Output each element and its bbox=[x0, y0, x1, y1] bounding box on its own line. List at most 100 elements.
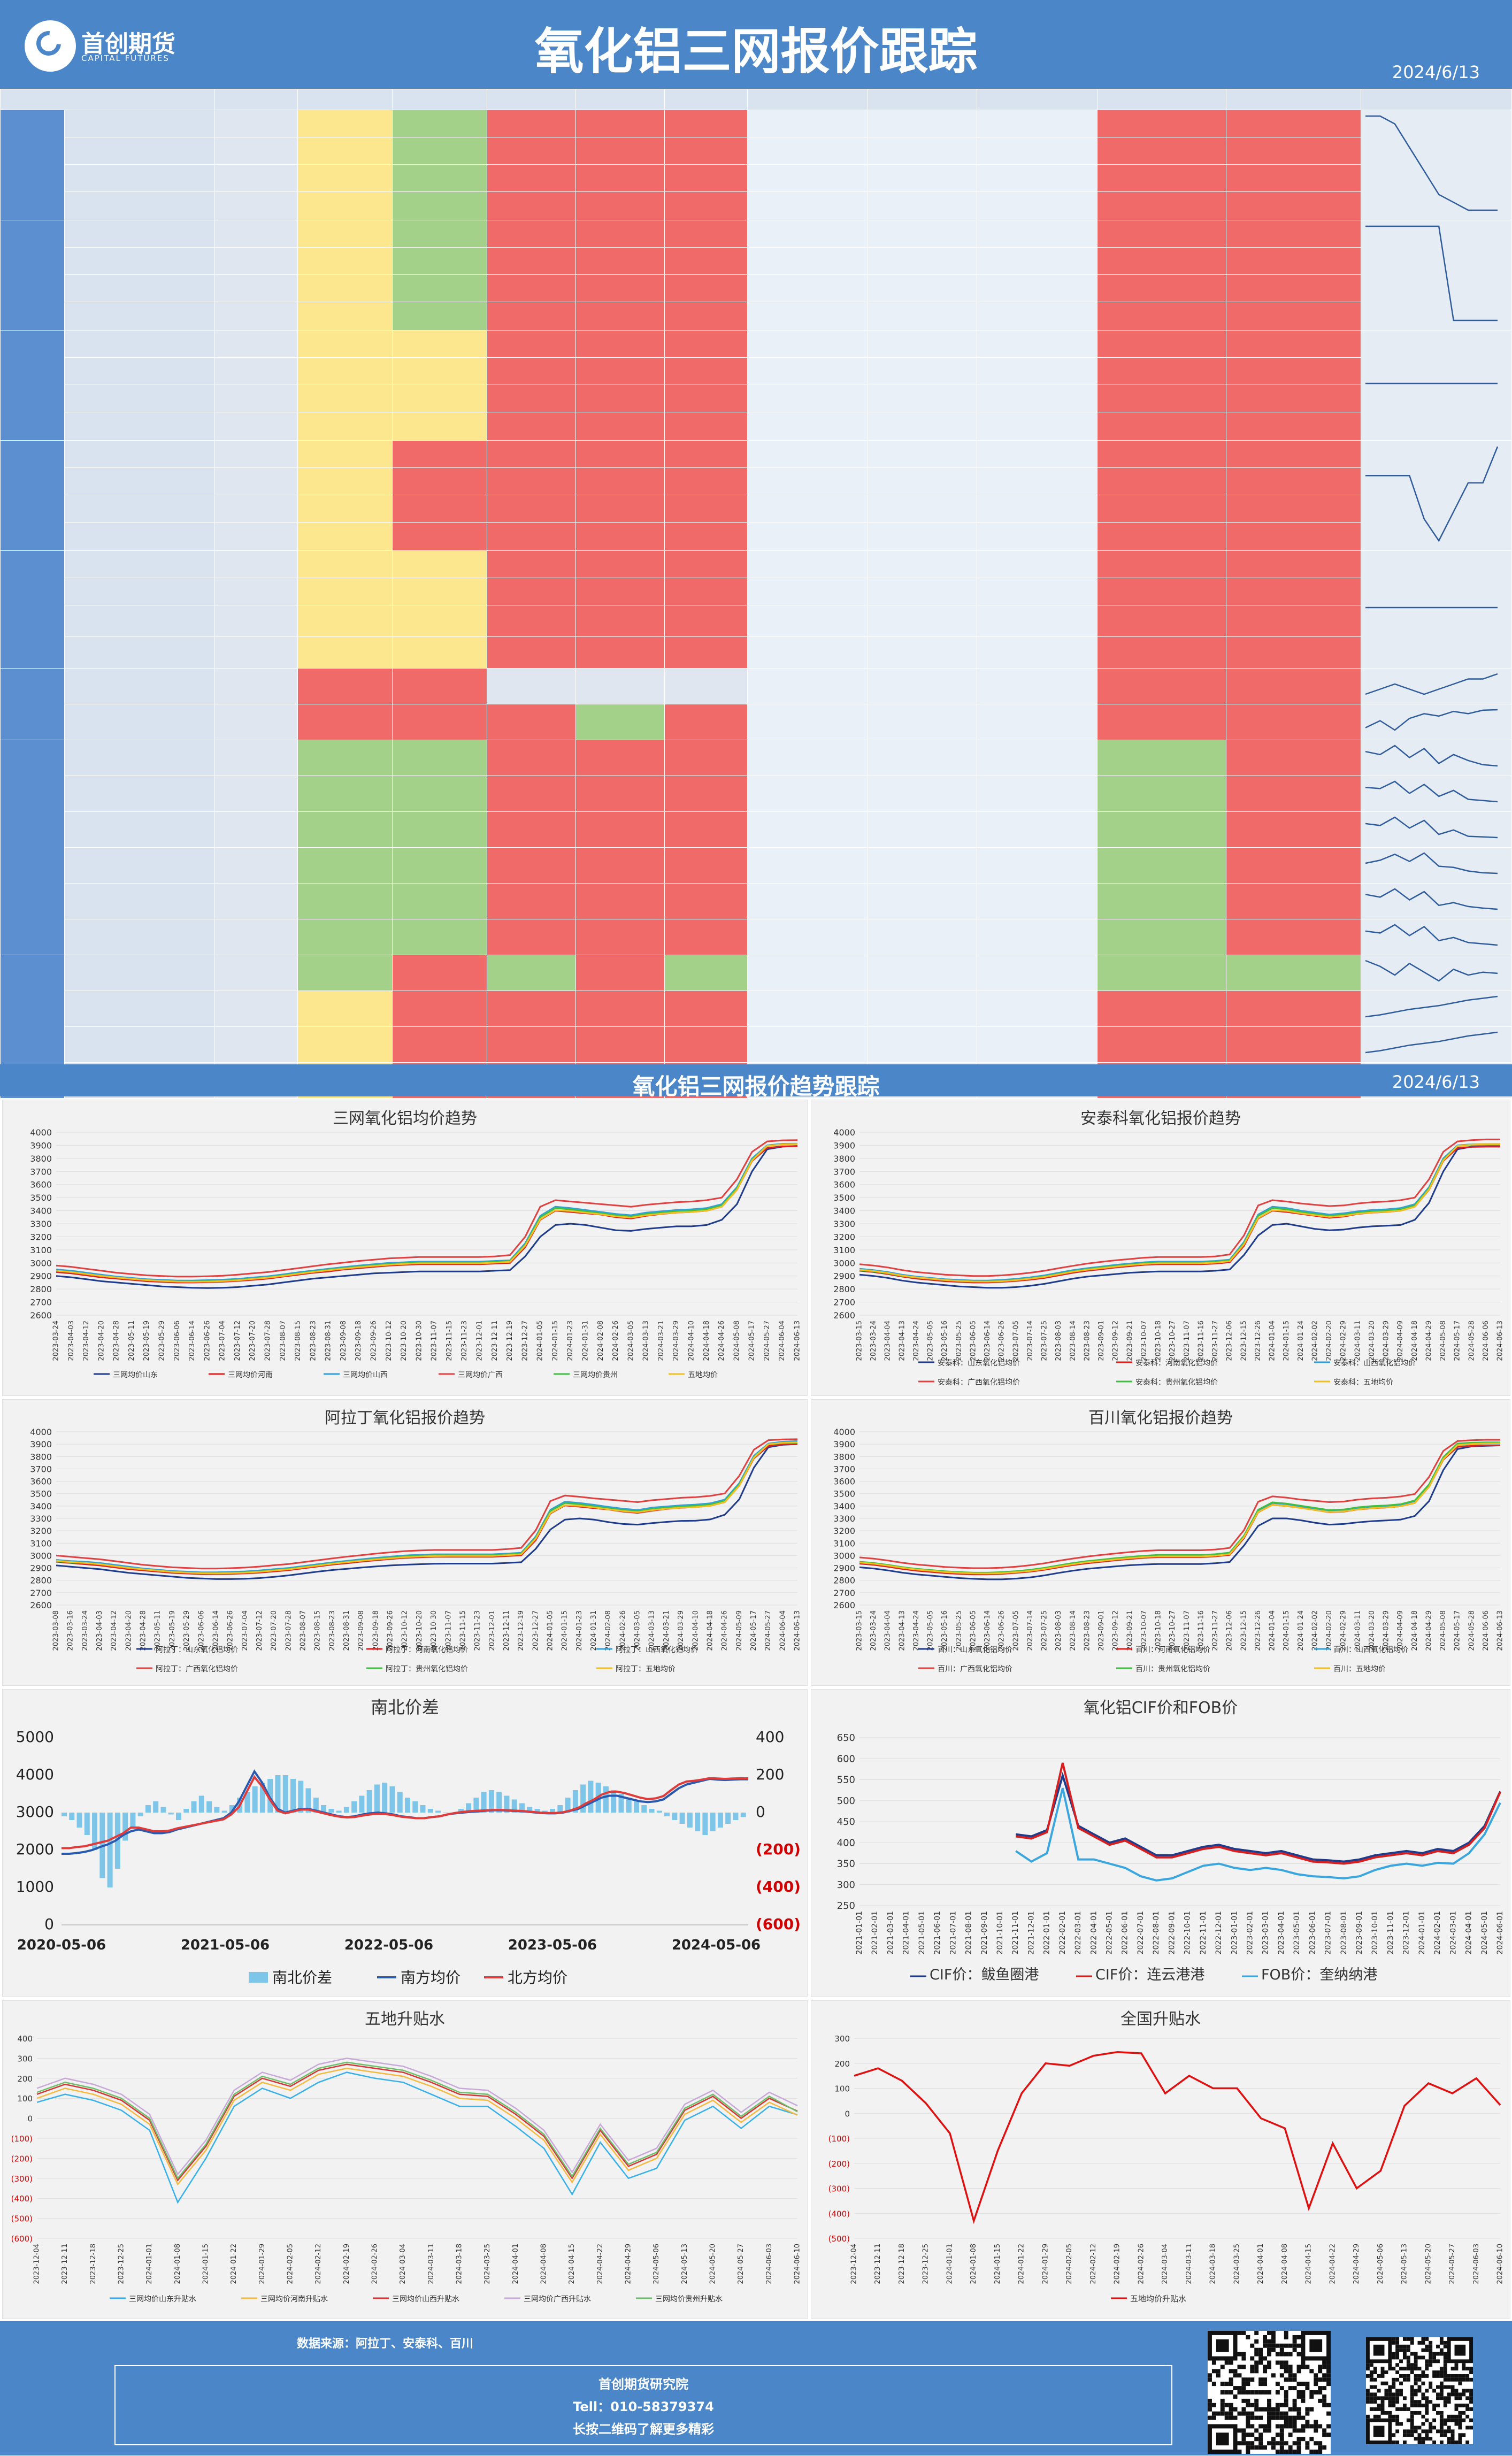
y-tick-label: 600 bbox=[837, 1753, 855, 1764]
cell-value bbox=[977, 191, 1098, 220]
trend-sparkline bbox=[1365, 382, 1498, 384]
x-tick-label: 2024-01-05 bbox=[547, 1610, 555, 1651]
qr-code-icon[interactable] bbox=[1366, 2337, 1473, 2444]
cell-value bbox=[664, 578, 748, 605]
series-line bbox=[56, 1440, 798, 1574]
row-label bbox=[64, 440, 215, 468]
cell-value bbox=[1097, 357, 1227, 385]
chart-title: 三网氧化铝均价趋势 bbox=[333, 1109, 477, 1128]
cell-value bbox=[1226, 522, 1362, 551]
x-tick-label: 2023-08-03 bbox=[1055, 1610, 1063, 1651]
table-row bbox=[1, 811, 1512, 848]
x-tick-label: 2024-01-04 bbox=[1269, 1610, 1277, 1651]
cell-value bbox=[486, 385, 576, 412]
x-tick-label: 2024-06-01 bbox=[1496, 1911, 1505, 1954]
bar bbox=[84, 1813, 90, 1835]
trend-cell bbox=[1361, 1026, 1512, 1063]
row-label bbox=[64, 137, 215, 165]
cell-value bbox=[1097, 991, 1227, 1027]
legend-label: 百川：山东氧化铝均价 bbox=[938, 1646, 1012, 1654]
cell-value bbox=[392, 220, 487, 248]
region-label bbox=[0, 330, 65, 441]
region-label bbox=[0, 668, 65, 740]
bar bbox=[534, 1809, 540, 1813]
cell-value bbox=[297, 955, 393, 991]
cell-value bbox=[486, 883, 576, 919]
qr-code-icon[interactable] bbox=[1208, 2331, 1331, 2454]
y-tick-label: 2600 bbox=[30, 1310, 52, 1321]
cell-value bbox=[1097, 955, 1227, 991]
x-tick-label: 2023-04-12 bbox=[110, 1610, 118, 1651]
cell-value bbox=[486, 1026, 576, 1063]
y-tick-label: 300 bbox=[837, 1879, 855, 1891]
legend-label: 百川：广西氧化铝均价 bbox=[938, 1665, 1012, 1674]
x-tick-label: 2024-01-15 bbox=[1283, 1610, 1291, 1651]
cell-value bbox=[868, 220, 978, 248]
x-tick-label: 2024-04-10 bbox=[688, 1321, 696, 1361]
cell-value bbox=[297, 440, 393, 468]
x-tick-label: 2023-11-27 bbox=[1211, 1321, 1219, 1361]
x-tick-label: 2022-07-01 bbox=[1137, 1911, 1145, 1954]
cell-value bbox=[1226, 955, 1362, 991]
x-tick-label: 2024-03-29 bbox=[672, 1321, 680, 1361]
chart-title: 全国升贴水 bbox=[1120, 2010, 1201, 2029]
cell-value bbox=[868, 991, 978, 1027]
cell-value bbox=[1097, 495, 1227, 523]
x-tick-label: 2024-04-01 bbox=[512, 2244, 520, 2284]
cell-value bbox=[575, 883, 665, 919]
cell-value bbox=[214, 636, 298, 669]
cell-value bbox=[486, 740, 576, 776]
col-header bbox=[392, 89, 487, 110]
y2-tick-label: 200 bbox=[756, 1766, 784, 1783]
row-label bbox=[64, 247, 215, 275]
cell-value bbox=[297, 919, 393, 955]
bar bbox=[405, 1798, 410, 1813]
series-line bbox=[36, 2071, 798, 2204]
cell-value bbox=[747, 330, 869, 358]
cell-value bbox=[297, 578, 393, 605]
x-tick-label: 2024-01-15 bbox=[1283, 1321, 1291, 1361]
legend-swatch bbox=[249, 1972, 268, 1983]
x-tick-label: 2024-05-08 bbox=[1439, 1321, 1447, 1361]
x-tick-label: 2024-01-24 bbox=[1297, 1321, 1305, 1361]
x-tick-label: 2024-03-04 bbox=[1161, 2244, 1169, 2284]
cell-value bbox=[977, 440, 1098, 468]
x-tick-label: 2023-04-24 bbox=[912, 1610, 920, 1651]
x-tick-label: 2023-12-18 bbox=[898, 2244, 906, 2284]
y-tick-label: 3200 bbox=[30, 1232, 52, 1242]
x-tick-label: 2023-12-27 bbox=[521, 1321, 529, 1361]
cell-value bbox=[664, 522, 748, 551]
cell-value bbox=[297, 991, 393, 1027]
bar bbox=[176, 1813, 181, 1820]
x-tick-label: 2024-01-29 bbox=[1041, 2244, 1049, 2284]
y-tick-label: 2700 bbox=[30, 1588, 52, 1598]
table-row bbox=[0, 220, 1512, 331]
x-tick-label: 2024-05-06 bbox=[672, 1937, 761, 1953]
cell-value bbox=[868, 883, 978, 919]
x-tick-label: 2024-01-31 bbox=[582, 1321, 590, 1361]
cell-value bbox=[1097, 110, 1227, 137]
x-tick-label: 2023-12-01 bbox=[476, 1321, 484, 1361]
legend-label: 三网均价贵州 bbox=[573, 1371, 618, 1379]
x-tick-label: 2022-02-01 bbox=[1058, 1911, 1067, 1954]
cell-value bbox=[1097, 412, 1227, 441]
cell-value bbox=[392, 811, 487, 848]
x-tick-label: 2024-04-26 bbox=[721, 1610, 729, 1651]
cell-value bbox=[868, 440, 978, 468]
x-tick-label: 2024-04-18 bbox=[706, 1610, 714, 1651]
region-label bbox=[0, 220, 65, 331]
cell-value bbox=[486, 357, 576, 385]
chart-panel-north-south-spread: 南北价差 0 1000 2000 3000 4000 5000 (600) (400) (200)… bbox=[2, 1689, 808, 1997]
y-tick-label: 2900 bbox=[30, 1271, 52, 1281]
bar bbox=[198, 1795, 204, 1813]
cell-value bbox=[1097, 1026, 1227, 1063]
bar bbox=[550, 1809, 556, 1813]
cell-value bbox=[486, 330, 576, 358]
x-tick-label: 2022-04-01 bbox=[1089, 1911, 1098, 1954]
x-tick-label: 2024-03-25 bbox=[483, 2244, 492, 2284]
y-tick-label: 3900 bbox=[30, 1439, 52, 1449]
row-label bbox=[64, 578, 215, 605]
series-line bbox=[56, 1438, 798, 1570]
cell-value bbox=[1097, 883, 1227, 919]
cell-value bbox=[868, 412, 978, 441]
